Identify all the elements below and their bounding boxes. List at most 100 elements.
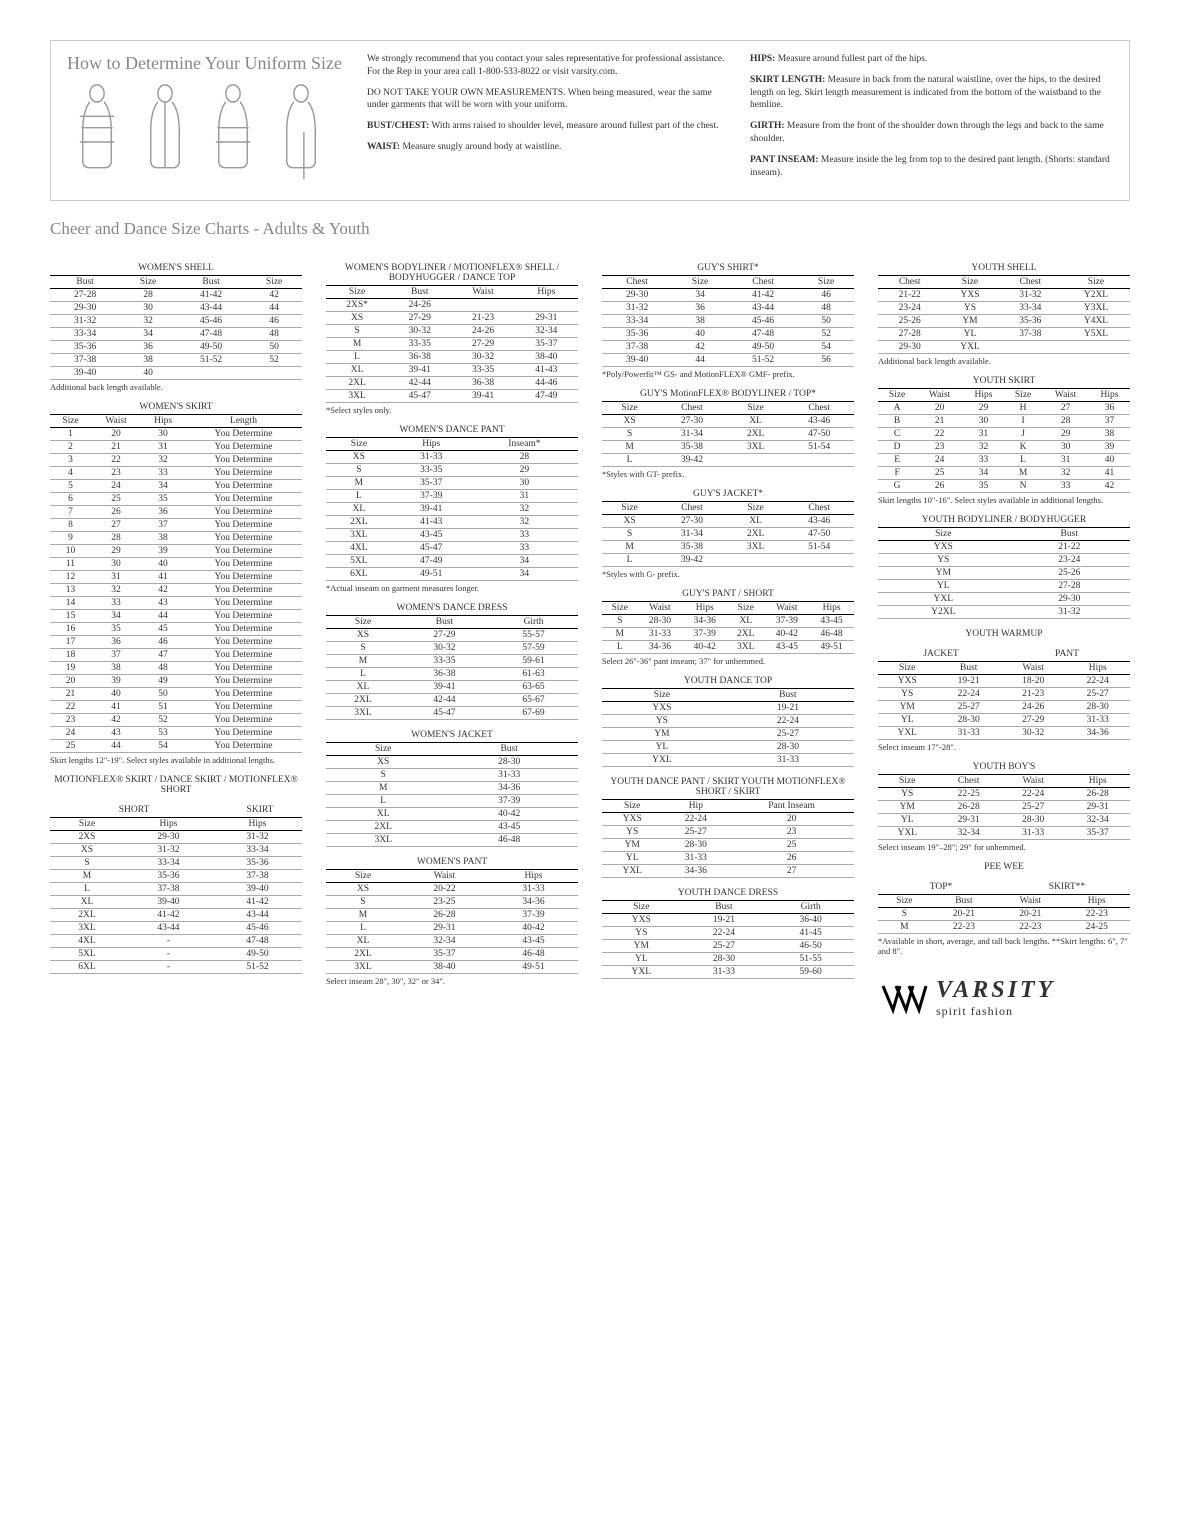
table-cell: 2XL	[326, 947, 400, 960]
table-note: *Styles with GT- prefix.	[602, 469, 854, 479]
table-cell: YS	[941, 301, 998, 314]
table-cell: YXL	[878, 592, 1009, 605]
hips-label: HIPS:	[750, 54, 775, 64]
table-cell: 45-46	[213, 921, 302, 934]
table-cell: 39-41	[400, 680, 489, 693]
table-cell: 45-47	[388, 389, 451, 402]
table-row: 52434You Determine	[50, 479, 302, 492]
table-cell: 51-52	[728, 353, 798, 366]
table-cell: 28-30	[440, 755, 578, 768]
table-cell: 51-54	[784, 440, 854, 453]
table-cell: 30	[91, 557, 141, 570]
col-3: GUY'S SHIRT*ChestSizeChestSize29-303441-…	[602, 253, 854, 1019]
table-cell: You Determine	[185, 609, 302, 622]
waist-label: WAIST:	[367, 142, 400, 152]
table-cell: You Determine	[185, 648, 302, 661]
table-subtitle: SHORTSKIRT	[50, 805, 302, 815]
table-cell: 40	[141, 557, 185, 570]
table-row: YS23-24	[878, 553, 1130, 566]
table-cell: Y4XL	[1062, 314, 1130, 327]
table-note: Select inseam 17"-28".	[878, 742, 1130, 752]
table-cell: 3XL	[727, 540, 785, 553]
size-table: SizeChestSizeChestXS27-30XL43-46S31-342X…	[602, 401, 854, 467]
table-cell: 39	[1089, 440, 1130, 453]
table-cell: 41	[91, 700, 141, 713]
table-cell: 40-42	[489, 921, 578, 934]
table-cell	[515, 298, 578, 311]
table-cell: 26	[91, 505, 141, 518]
logo-big: VARSITY	[936, 977, 1055, 1004]
table-row: 203949You Determine	[50, 674, 302, 687]
table-cell: 40-42	[440, 807, 578, 820]
table-row: C2231J2938	[878, 427, 1130, 440]
table-cell: 34	[672, 288, 728, 301]
table-cell: 41	[1089, 466, 1130, 479]
table-header: Hips	[1065, 775, 1130, 788]
table-cell: 39	[91, 674, 141, 687]
table-cell: 39-41	[451, 389, 514, 402]
table-cell: J	[1004, 427, 1042, 440]
table-row: 163545You Determine	[50, 622, 302, 635]
table-header: Bust	[440, 742, 578, 755]
table-cell: YXS	[878, 540, 1009, 553]
table-header: Waist	[638, 602, 683, 615]
table-row: S23-2534-36	[326, 895, 578, 908]
table-cell: You Determine	[185, 661, 302, 674]
table-header: Size	[326, 615, 400, 628]
table-header: Hips	[963, 388, 1004, 401]
table-cell: 33-35	[388, 337, 451, 350]
table-cell: 40	[672, 327, 728, 340]
table-title: YOUTH SKIRT	[878, 376, 1130, 386]
table-title: WOMEN'S DANCE PANT	[326, 425, 578, 435]
table-cell: 20-21	[931, 908, 997, 921]
table-cell: L	[326, 350, 388, 363]
table-cell: 25	[916, 466, 963, 479]
table-cell: 33-34	[213, 843, 302, 856]
table-header: Bust	[1009, 527, 1130, 540]
table-cell: 3XL	[326, 960, 400, 973]
table-cell: 38	[672, 314, 728, 327]
table-cell: S	[326, 895, 400, 908]
table-row: YXS19-2136-40	[602, 914, 854, 927]
table-cell: 2XL	[727, 628, 764, 641]
table-row: YXL31-3330-3234-36	[878, 726, 1130, 739]
waist-text: Measure snugly around body at waistline.	[402, 142, 561, 152]
table-cell: XL	[326, 502, 392, 515]
table-cell: 10	[50, 544, 91, 557]
table-cell: 46-48	[440, 833, 578, 846]
table-cell: 40-42	[764, 628, 809, 641]
table-cell: 30-32	[1001, 726, 1066, 739]
table-cell: 35	[141, 492, 185, 505]
table-title: YOUTH DANCE TOP	[602, 676, 854, 686]
table-header: Size	[326, 869, 400, 882]
table-cell: 30-32	[388, 324, 451, 337]
table-cell: YM	[602, 940, 681, 953]
table-note: *Actual inseam on garment measures longe…	[326, 583, 578, 593]
table-row: 3XL45-4739-4147-49	[326, 389, 578, 402]
table-cell: XL	[326, 934, 400, 947]
table-row: 2XS29-3031-32	[50, 830, 302, 843]
table-row: 3XL46-48	[326, 833, 578, 846]
table-cell: 34-36	[662, 865, 729, 878]
table-row: XS20-2231-33	[326, 882, 578, 895]
table-cell: 26	[729, 852, 854, 865]
table-row: 92838You Determine	[50, 531, 302, 544]
table-row: S33-3529	[326, 463, 578, 476]
table-cell: S	[326, 768, 440, 781]
table-cell: 46	[141, 635, 185, 648]
table-cell: 37-38	[50, 353, 120, 366]
size-table: SizeBustGirthYXS19-2136-40YS22-2441-45YM…	[602, 900, 854, 979]
logo: VARSITY spirit fashion	[878, 977, 1130, 1019]
size-table: SizeBustYXS19-21YS22-24YM25-27YL28-30YXL…	[602, 688, 854, 767]
table-cell: You Determine	[185, 440, 302, 453]
table-cell: 3XL	[727, 641, 764, 654]
table-cell: 7	[50, 505, 91, 518]
table-header: Size	[878, 895, 931, 908]
table-cell: 34-36	[489, 895, 578, 908]
table-cell: 3XL	[326, 706, 400, 719]
table-cell: 45-47	[392, 541, 471, 554]
table-cell: M	[326, 337, 388, 350]
table-row: YXL29-30	[878, 592, 1130, 605]
table-cell: 25-26	[878, 314, 941, 327]
table-row: 25-26YM35-36Y4XL	[878, 314, 1130, 327]
